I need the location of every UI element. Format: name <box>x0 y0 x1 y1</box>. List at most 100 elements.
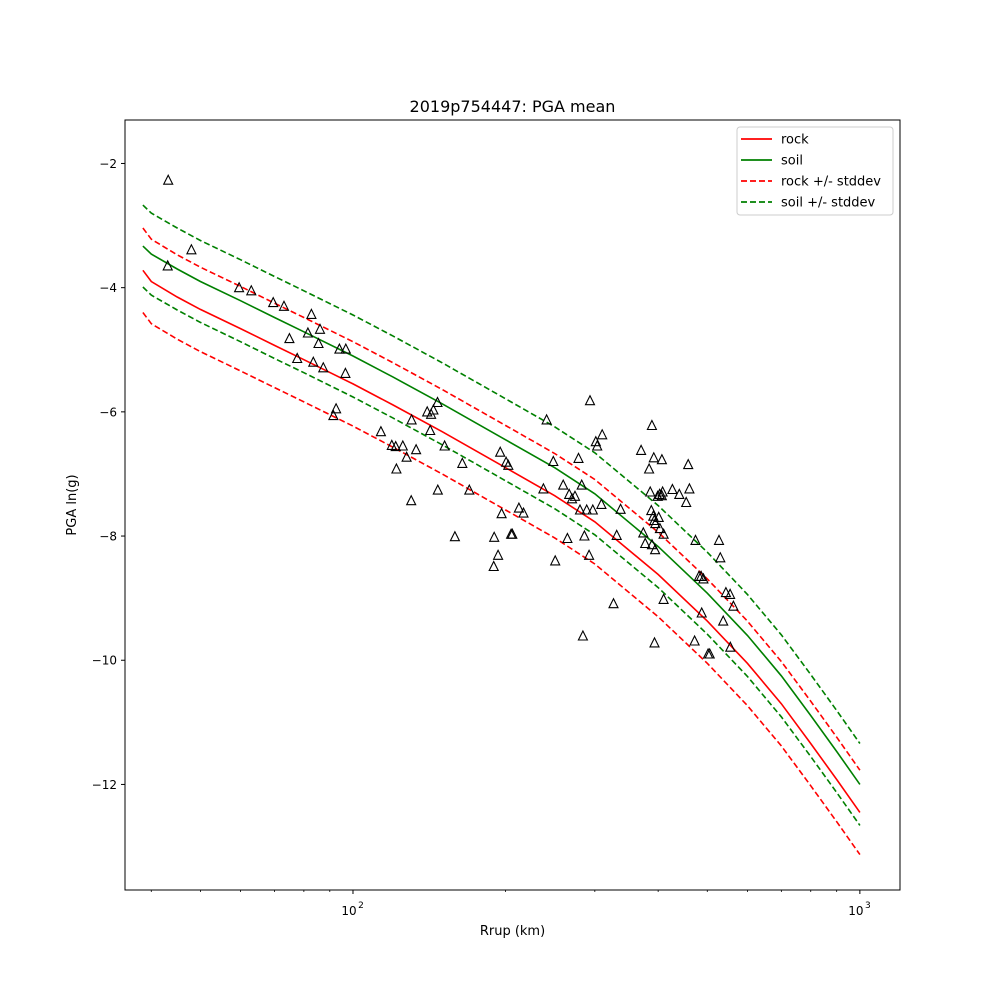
observed-point <box>233 281 245 293</box>
observed-point <box>728 599 739 611</box>
observed-point <box>492 549 504 560</box>
observed-point <box>658 593 669 604</box>
observed-point <box>513 501 525 513</box>
observed-point <box>267 296 279 308</box>
observed-point <box>649 543 661 555</box>
chart-title: 2019p754447: PGA mean <box>410 97 616 116</box>
observed-point <box>456 457 468 468</box>
series-line-rock <box>142 269 861 813</box>
y-tick-label: −12 <box>92 778 117 792</box>
observed-point <box>390 440 402 452</box>
x-axis-label: Rrup (km) <box>480 924 545 939</box>
x-tick-label-exponent: 3 <box>865 901 871 911</box>
observed-point <box>656 489 668 501</box>
observed-point <box>340 342 352 354</box>
observed-point <box>506 527 518 539</box>
observed-point <box>291 352 303 364</box>
observed-point <box>579 529 590 541</box>
observed-point <box>494 445 506 457</box>
observed-point <box>657 485 668 497</box>
y-tick-label: −6 <box>99 405 117 419</box>
observed-point <box>330 402 342 414</box>
observed-point <box>714 551 726 563</box>
observed-point <box>432 483 444 495</box>
observed-point <box>401 450 412 462</box>
observed-point <box>656 453 668 465</box>
observed-point <box>680 496 692 508</box>
y-tick-label: −2 <box>99 157 117 171</box>
observed-point <box>596 428 608 440</box>
observed-point <box>635 444 647 455</box>
x-tick-label: 10 <box>341 904 356 918</box>
observed-point <box>314 323 326 334</box>
observed-point <box>547 455 559 467</box>
observed-point <box>667 483 678 495</box>
legend-label-rock: rock <box>781 133 809 148</box>
observed-point <box>696 606 708 618</box>
observed-point <box>502 459 514 470</box>
observed-point <box>682 458 694 470</box>
axes-frame <box>124 119 901 891</box>
observed-point <box>584 394 596 406</box>
observed-point <box>643 462 655 474</box>
legend: rock soil rock +/- stddev soil +/- stddev <box>736 126 894 216</box>
observed-point <box>186 243 197 255</box>
observed-point <box>649 517 661 529</box>
observed-point <box>449 530 461 542</box>
plot-content <box>142 173 861 856</box>
observed-point <box>278 300 290 311</box>
observed-point <box>574 503 586 515</box>
observed-point <box>424 424 436 436</box>
observed-point <box>717 614 729 626</box>
observed-point <box>284 332 295 344</box>
observed-point <box>538 482 549 494</box>
observed-point <box>307 355 319 367</box>
series-line-lower-rock-stddev <box>142 312 861 856</box>
observed-point <box>673 488 685 499</box>
legend-box <box>736 126 894 216</box>
observed-point <box>684 482 695 494</box>
observed-point <box>596 498 607 509</box>
observed-point <box>639 537 651 549</box>
observed-point <box>646 538 658 550</box>
legend-label-soil-stddev: soil +/- stddev <box>781 196 876 211</box>
observed-point <box>713 534 725 545</box>
observed-point <box>576 478 588 490</box>
observed-point <box>569 490 581 501</box>
observed-point <box>590 435 602 447</box>
observed-point <box>541 413 552 425</box>
observed-point <box>432 396 443 408</box>
observed-point <box>654 488 665 499</box>
observed-point <box>587 503 599 515</box>
legend-label-rock-stddev: rock +/- stddev <box>781 175 881 190</box>
observed-point <box>724 640 736 652</box>
series-line-soil-stddev <box>142 204 861 744</box>
y-tick-label: −8 <box>99 530 117 544</box>
x-tick-label: 10 <box>848 904 863 918</box>
observed-point <box>649 636 660 648</box>
y-tick-label: −10 <box>92 654 117 668</box>
observed-point <box>518 506 529 518</box>
observed-point <box>334 342 345 354</box>
observed-point <box>302 326 314 338</box>
observed-point <box>654 522 666 534</box>
observed-point <box>562 532 573 544</box>
observed-point <box>591 439 603 451</box>
observed-point <box>405 494 417 506</box>
observed-point <box>646 419 658 431</box>
observed-point <box>648 451 660 463</box>
observed-point <box>340 367 351 378</box>
observed-point <box>245 284 257 296</box>
x-tick-label-exponent: 2 <box>358 901 364 911</box>
y-axis-ticks: −12 −10 −8 −6 −4 −2 <box>92 157 125 792</box>
observed-point <box>644 485 656 497</box>
observed-point <box>488 531 500 542</box>
observed-point <box>653 511 665 522</box>
observed-point <box>500 455 512 467</box>
observed-point <box>695 570 707 581</box>
observed-point <box>573 452 584 463</box>
observed-point <box>704 647 716 659</box>
observed-point <box>428 403 439 415</box>
series-line-lower-soil-stddev <box>142 286 861 826</box>
